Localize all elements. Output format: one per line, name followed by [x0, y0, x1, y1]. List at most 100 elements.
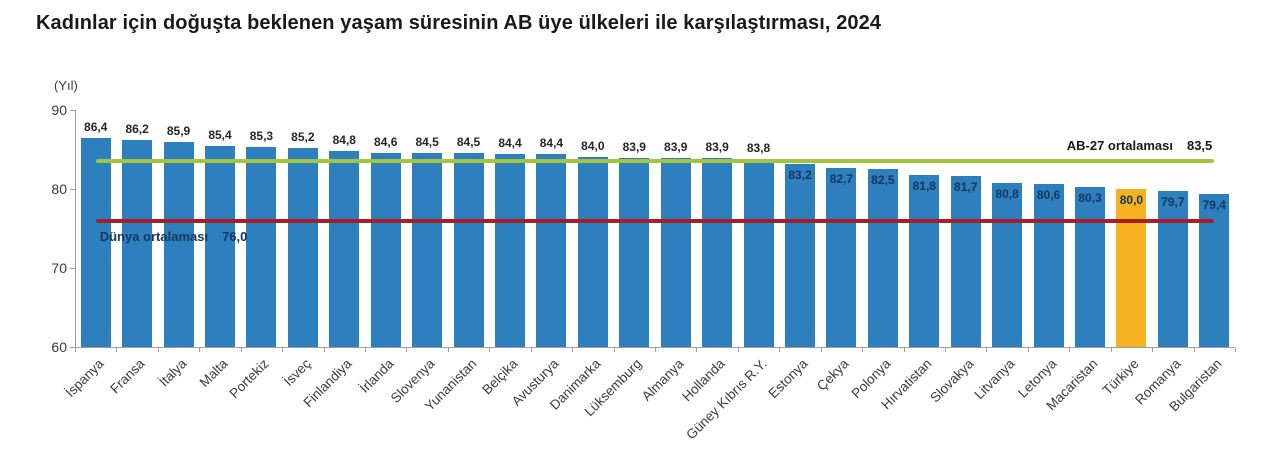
bar	[1157, 191, 1188, 347]
bar-value-label: 85,2	[291, 129, 315, 144]
bar	[536, 154, 567, 347]
x-axis-tick	[862, 348, 864, 352]
bar	[992, 182, 1023, 347]
x-axis-tick	[945, 348, 946, 352]
bar-value-label: 85,9	[166, 124, 191, 139]
bar-value-label: 84,4	[539, 136, 564, 151]
x-axis-tick	[447, 348, 449, 352]
bar-value-label: 85,3	[249, 129, 274, 144]
bar	[453, 153, 484, 347]
bar	[702, 158, 733, 347]
bar-value-label: 81,7	[954, 179, 978, 194]
x-axis-tick	[1110, 348, 1112, 352]
bar-value-label: 85,4	[208, 128, 232, 143]
y-axis-tick-label: 90	[51, 102, 67, 118]
x-axis-tick	[820, 348, 822, 352]
bar-value-label: 84,4	[498, 136, 522, 151]
bar-value-label: 84,5	[456, 135, 481, 150]
y-axis-tick	[70, 189, 75, 190]
bar-value-label: 79,4	[1202, 197, 1226, 212]
x-axis-tick	[737, 348, 739, 352]
reference-line-label-world: Dünya ortalaması 76,0	[100, 229, 248, 244]
y-axis-tick	[70, 268, 75, 269]
x-axis-tick	[903, 348, 905, 352]
y-axis-tick-label: 80	[51, 181, 67, 197]
bar-value-label: 82,7	[829, 171, 854, 186]
bar	[619, 158, 650, 347]
x-axis-tick	[1152, 348, 1154, 352]
bar-value-label: 84,5	[415, 135, 439, 150]
page-title: Kadınlar için doğuşta beklenen yaşam sür…	[36, 12, 882, 34]
y-axis-tick-label: 70	[51, 260, 67, 276]
x-axis-tick	[696, 348, 698, 352]
bar	[412, 153, 443, 347]
x-axis-tick	[157, 348, 159, 352]
x-axis-tick	[199, 348, 201, 352]
bar	[122, 140, 153, 347]
bar-value-label: 80,3	[1078, 190, 1102, 205]
x-axis-tick	[572, 348, 574, 352]
bar	[287, 147, 318, 347]
y-axis-line	[75, 110, 76, 347]
y-axis-unit-label: (Yıl)	[54, 78, 78, 93]
bar	[743, 158, 774, 347]
y-axis-tick	[70, 347, 75, 348]
bar-value-label: 79,7	[1161, 195, 1185, 210]
bar-value-label: 86,2	[125, 122, 149, 137]
x-axis-tick	[530, 348, 532, 352]
bar	[205, 146, 235, 347]
x-axis-tick	[406, 348, 408, 352]
bar	[1033, 184, 1064, 347]
reference-line-eu27	[95, 159, 1215, 164]
bar	[826, 167, 857, 347]
y-axis-tick-label: 60	[51, 339, 67, 355]
bar-value-label: 86,4	[84, 120, 108, 135]
bar	[909, 174, 940, 347]
x-axis-tick	[365, 348, 366, 352]
bar	[163, 142, 194, 347]
x-axis-tick	[489, 348, 491, 352]
bar-value-label: 84,8	[332, 133, 356, 148]
bar-value-label: 81,8	[912, 178, 936, 193]
bar-value-label: 84,6	[374, 134, 398, 149]
bar-value-label: 83,9	[622, 140, 646, 155]
x-axis-tick	[1069, 348, 1071, 352]
x-axis-tick	[986, 348, 988, 352]
bar-value-label: 82,5	[871, 173, 895, 188]
x-axis-tick	[323, 348, 325, 352]
reference-line-label-eu27: AB-27 ortalaması 83,5	[952, 138, 1213, 154]
x-axis-tick	[655, 348, 656, 352]
bar	[577, 157, 608, 347]
bar-highlighted	[1116, 189, 1147, 347]
y-axis-tick	[70, 110, 75, 111]
bar	[246, 147, 277, 347]
bar-value-label: 83,9	[705, 140, 729, 155]
x-axis-tick	[116, 348, 118, 352]
bar	[950, 175, 981, 347]
bar-value-label: 83,8	[746, 140, 771, 155]
x-axis-tick	[240, 348, 242, 352]
x-axis-tick	[1235, 348, 1236, 352]
x-axis-tick	[75, 348, 76, 352]
bar	[370, 152, 401, 347]
bar-value-label: 83,9	[664, 140, 688, 155]
x-axis-tick	[779, 348, 781, 352]
x-axis-line	[75, 347, 1235, 348]
reference-line-value-world: 76,0	[222, 228, 248, 244]
x-axis-tick	[282, 348, 284, 352]
bar	[1199, 193, 1230, 347]
x-axis-tick	[1027, 348, 1029, 352]
x-axis-tick	[613, 348, 615, 352]
bar-value-label: 83,2	[788, 167, 812, 182]
bar	[660, 158, 691, 347]
bar-value-label: 80,0	[1119, 193, 1144, 207]
reference-line-name-world: Dünya ortalaması	[99, 228, 209, 244]
reference-line-world	[95, 218, 1215, 223]
x-axis-tick	[1193, 348, 1195, 352]
bar	[867, 169, 898, 347]
bar	[785, 163, 815, 347]
reference-line-name-eu27: AB-27 ortalaması	[1066, 138, 1173, 154]
bar-value-label: 80,6	[1036, 188, 1061, 203]
